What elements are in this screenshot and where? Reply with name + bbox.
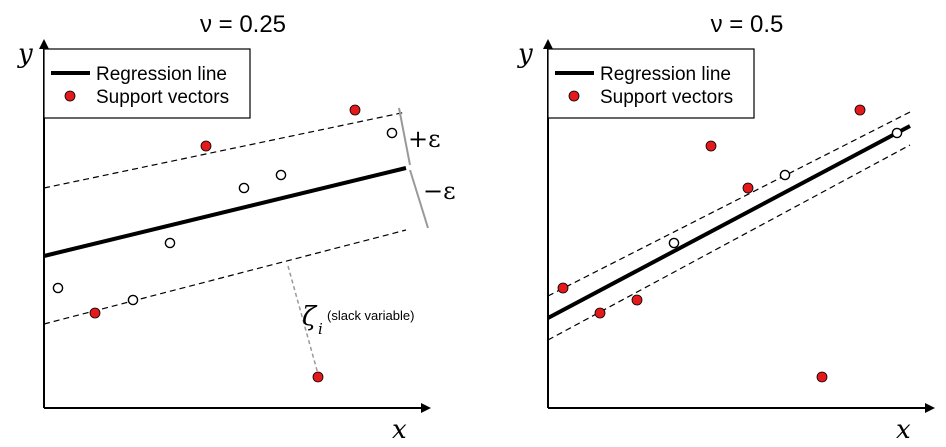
slack-line [287,265,319,375]
regression-line [43,166,407,258]
epsilon-plus-bar [398,107,411,166]
data-point [891,127,903,139]
data-point [52,282,64,294]
data-points [557,104,903,383]
data-point [238,182,250,194]
legend-line-label: Regression line [600,64,731,85]
legend-line-label: Regression line [96,64,227,85]
legend-sv-swatch [64,90,76,102]
panel-title: ν = 0.25 [200,11,286,38]
x-axis-label: x [896,415,911,445]
support-vector-point [705,140,717,152]
data-point [164,237,176,249]
panel-right: ν = 0.5 y x Regression line [517,11,935,445]
data-point [668,237,680,249]
epsilon-minus-label: −ε [423,177,456,205]
panel-left: ν = 0.25 y x +ε −ε ζ i (slack variable) [17,11,456,445]
slack-subscript: i [318,320,323,338]
x-axis-label: x [392,415,407,445]
epsilon-plus-label: +ε [408,125,441,153]
support-vector-point [349,104,361,116]
regression-line [547,124,911,320]
legend-sv-label: Support vectors [600,87,733,108]
legend-sv-label: Support vectors [96,87,229,108]
legend: Regression line Support vectors [547,48,755,119]
slack-symbol: ζ [302,302,318,332]
data-point [779,169,791,181]
support-vector-point [594,307,606,319]
upper-margin-line [43,111,407,189]
slack-note: (slack variable) [327,308,414,323]
support-vector-point [200,140,212,152]
legend-box [43,48,251,119]
support-vector-point [89,307,101,319]
support-vector-point [854,104,866,116]
support-vector-point [312,371,324,383]
lower-margin-line [43,229,407,325]
y-axis-label: y [17,39,33,69]
legend-sv-swatch [568,90,580,102]
panel-title: ν = 0.5 [711,11,784,38]
support-vector-point [816,371,828,383]
data-point [127,294,139,306]
legend-box [547,48,755,119]
legend: Regression line Support vectors [43,48,251,119]
upper-margin-line [547,111,911,297]
data-points [52,104,398,383]
lower-margin-line [547,144,911,341]
support-vector-point [557,282,569,294]
support-vector-point [631,294,643,306]
support-vector-point [742,182,754,194]
y-axis-label: y [517,39,533,69]
data-point [386,127,398,139]
epsilon-minus-bar [409,169,429,229]
data-point [275,169,287,181]
